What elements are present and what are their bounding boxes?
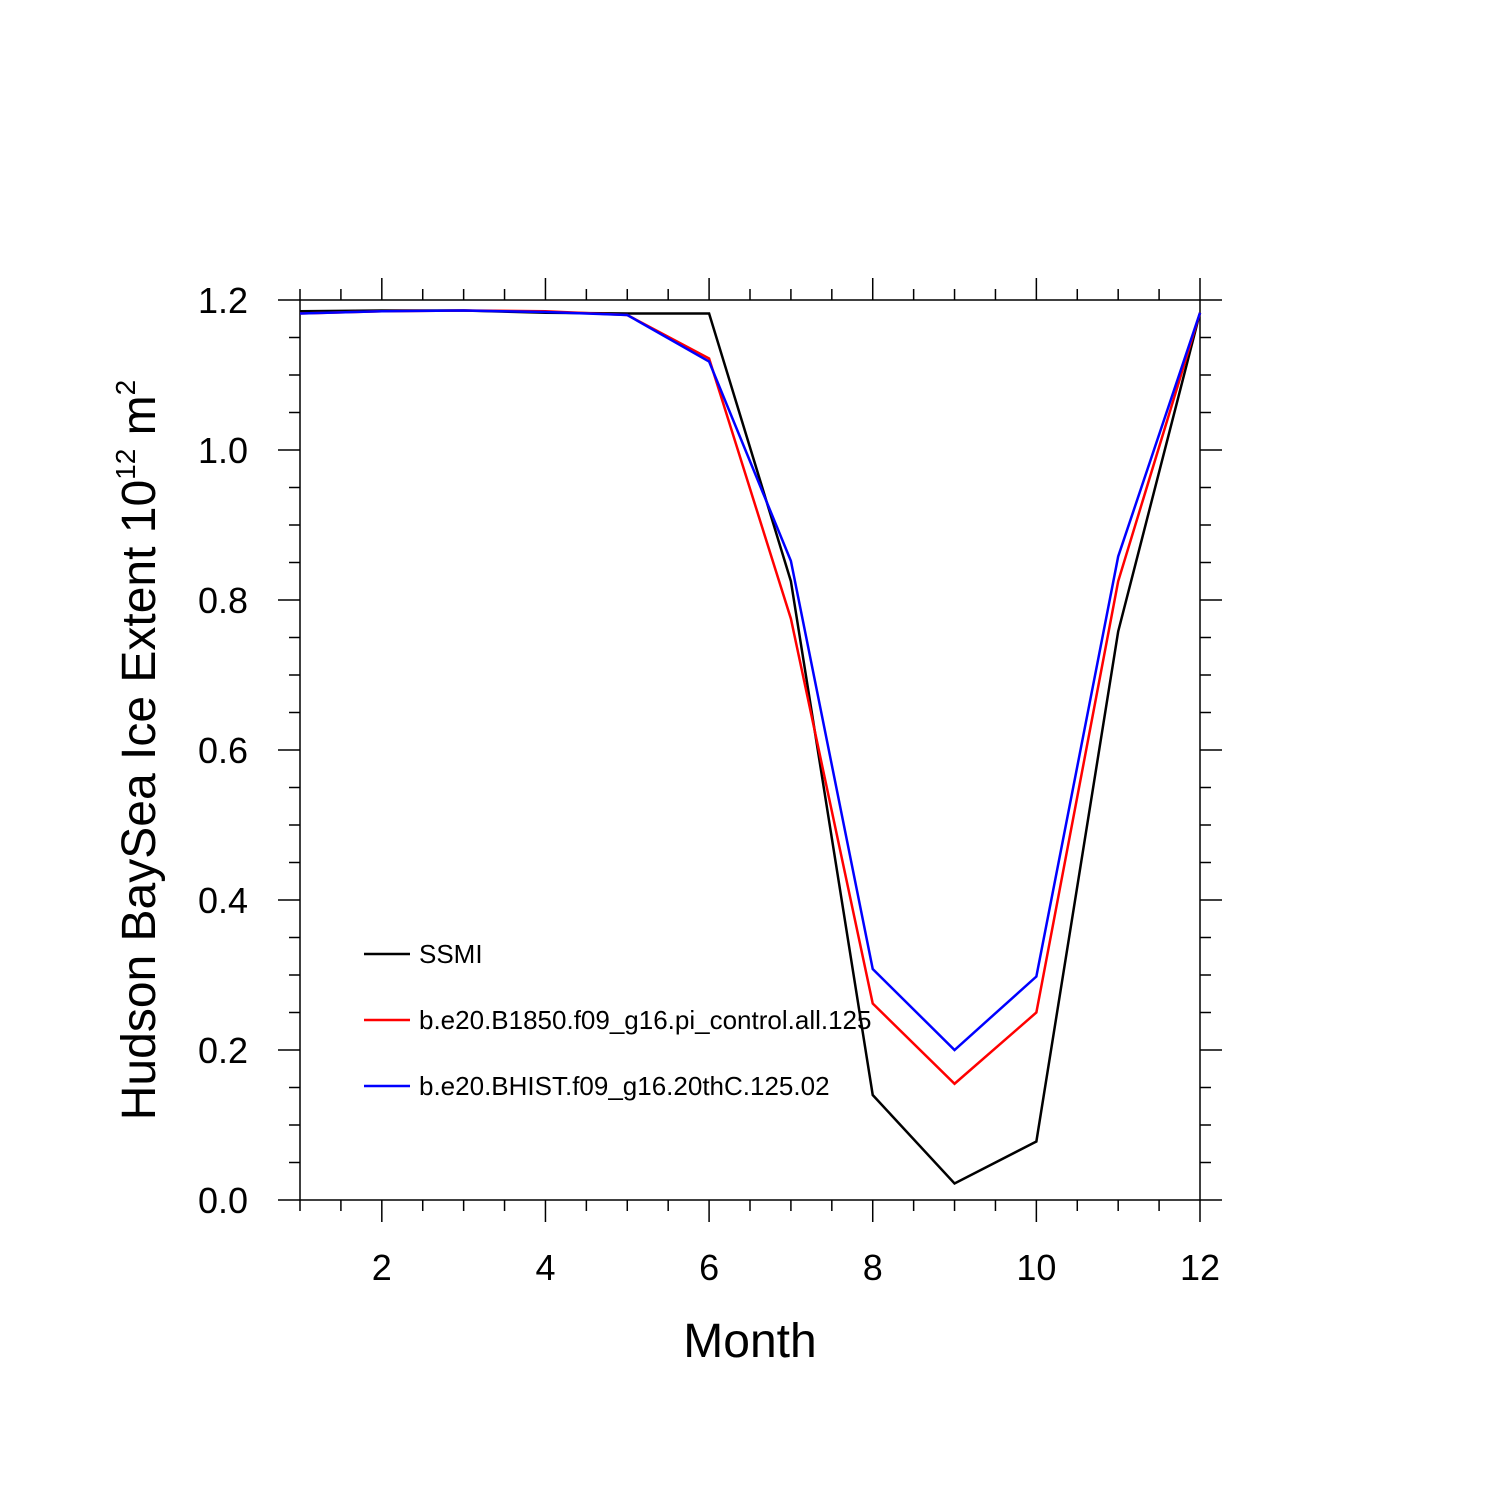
- x-tick-label: 12: [1180, 1247, 1220, 1288]
- y-tick-label: 0.0: [198, 1180, 248, 1221]
- y-tick-label: 1.0: [198, 430, 248, 471]
- series-lines: [299, 309, 1202, 1186]
- series-line-1: [299, 309, 1202, 1186]
- x-tick-label: 8: [863, 1247, 883, 1288]
- x-axis-title: Month: [683, 1315, 816, 1368]
- y-axis-title-text: Hudson BaySea Ice Extent 10: [113, 480, 166, 1120]
- plot-frame: [299, 299, 1201, 1201]
- x-tick-label: 6: [699, 1247, 719, 1288]
- y-tick-label: 0.8: [198, 580, 248, 621]
- legend-label: b.e20.B1850.f09_g16.pi_control.all.125: [419, 1005, 871, 1035]
- y-tick-label: 1.2: [198, 280, 248, 321]
- y-tick-label: 0.4: [198, 880, 248, 921]
- legend: SSMI b.e20.B1850.f09_g16.pi_control.all.1…: [364, 939, 871, 1101]
- x-tick-label: 4: [535, 1247, 555, 1288]
- y-axis-title-unit-exponent: 2: [110, 380, 141, 396]
- y-axis-title-unit: m: [113, 395, 166, 448]
- legend-label: SSMI: [419, 939, 483, 969]
- legend-label: b.e20.BHIST.f09_g16.20thC.125.02: [419, 1071, 830, 1101]
- series-line-3: [299, 309, 1202, 1052]
- y-axis-title-exponent: 12: [110, 449, 141, 480]
- x-tick-label: 2: [372, 1247, 392, 1288]
- axis-ticks: 2 4 6 8 10 12 0.0 0.2 0.4 0.6 0.8 1.0 1.2: [198, 278, 1222, 1288]
- y-tick-label: 0.2: [198, 1030, 248, 1071]
- x-tick-label: 10: [1016, 1247, 1056, 1288]
- y-axis-title: Hudson BaySea Ice Extent 1012 m2: [110, 380, 166, 1120]
- y-tick-label: 0.6: [198, 730, 248, 771]
